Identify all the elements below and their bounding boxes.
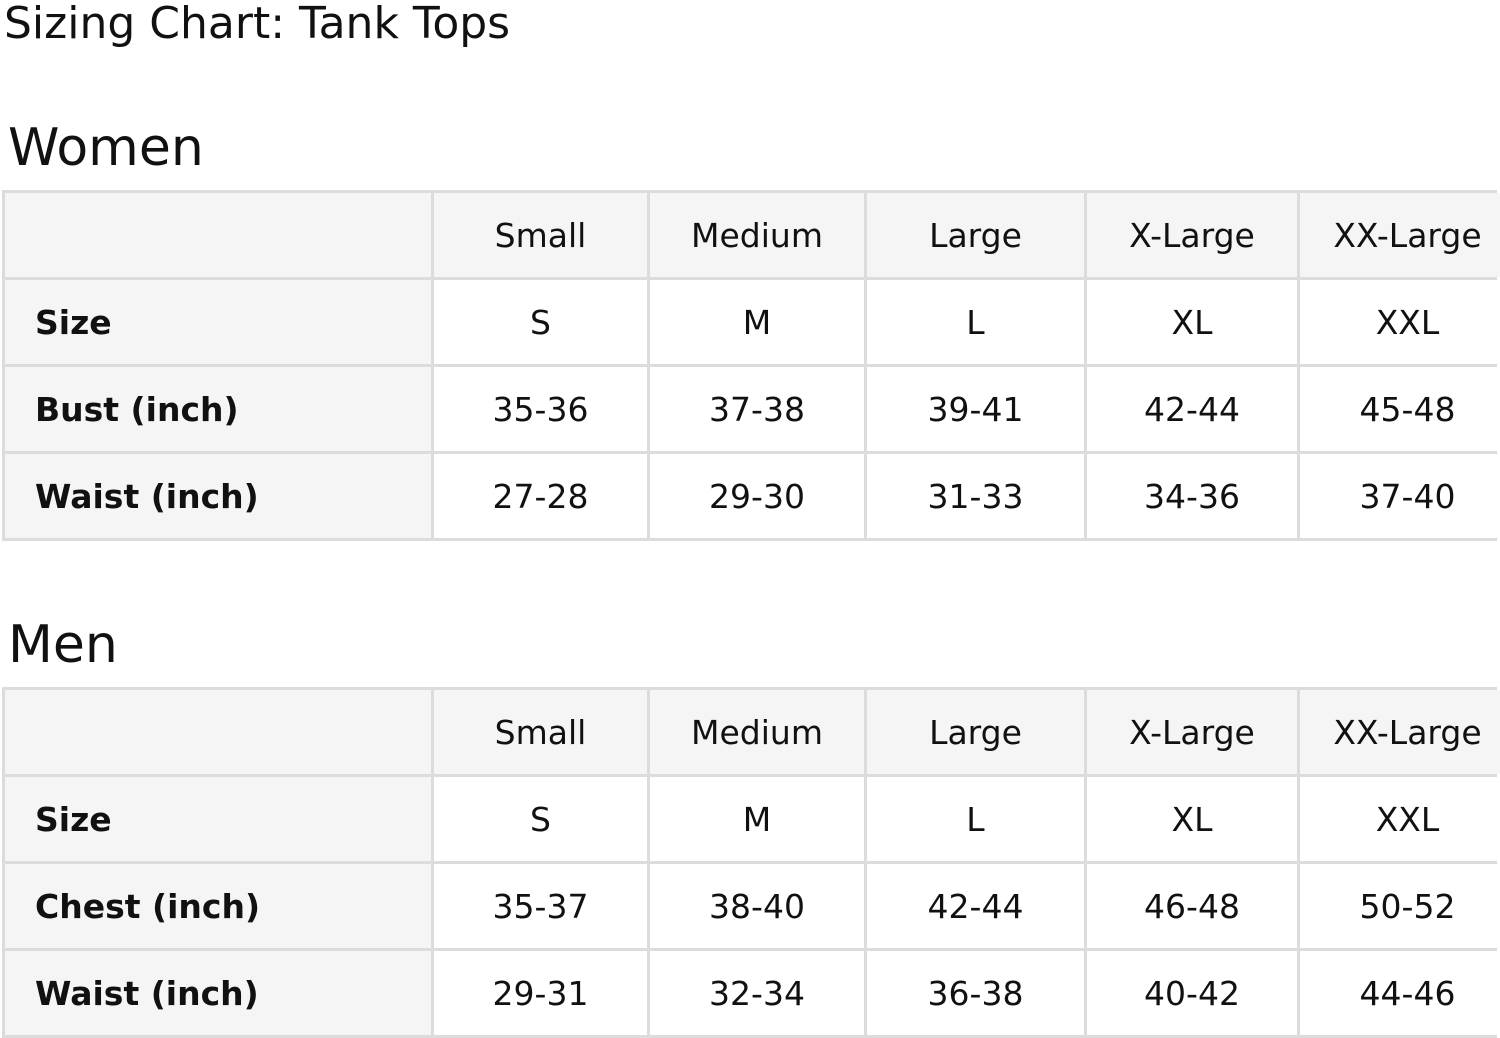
header-corner-cell	[5, 193, 431, 277]
column-header: Medium	[650, 690, 864, 774]
table-cell: XL	[1087, 777, 1297, 861]
column-header: Small	[434, 193, 647, 277]
row-label: Chest (inch)	[5, 864, 431, 948]
table-cell: 29-30	[650, 454, 864, 538]
table-cell: 42-44	[1087, 367, 1297, 451]
column-header: Large	[867, 193, 1084, 277]
column-header: Small	[434, 690, 647, 774]
row-label: Waist (inch)	[5, 951, 431, 1035]
table-cell: XL	[1087, 280, 1297, 364]
table-cell: 40-42	[1087, 951, 1297, 1035]
table-cell: XXL	[1300, 777, 1500, 861]
column-header: Medium	[650, 193, 864, 277]
table-cell: L	[867, 280, 1084, 364]
table-cell: M	[650, 280, 864, 364]
table-cell: 37-38	[650, 367, 864, 451]
column-header: XX-Large	[1300, 193, 1500, 277]
table-cell: S	[434, 280, 647, 364]
column-header: XX-Large	[1300, 690, 1500, 774]
table-cell: 39-41	[867, 367, 1084, 451]
table-cell: 32-34	[650, 951, 864, 1035]
table-cell: 38-40	[650, 864, 864, 948]
table-cell: 50-52	[1300, 864, 1500, 948]
men-size-table: Small Medium Large X-Large XX-Large Size S M L XL…	[2, 687, 1500, 1038]
table-cell: 37-40	[1300, 454, 1500, 538]
row-label: Size	[5, 280, 431, 364]
table-cell: 35-37	[434, 864, 647, 948]
table-cell: 45-48	[1300, 367, 1500, 451]
column-header: X-Large	[1087, 690, 1297, 774]
table-cell: 42-44	[867, 864, 1084, 948]
table-cell: L	[867, 777, 1084, 861]
row-label: Bust (inch)	[5, 367, 431, 451]
row-label: Size	[5, 777, 431, 861]
table-cell: S	[434, 777, 647, 861]
table-cell: 27-28	[434, 454, 647, 538]
table-cell: 44-46	[1300, 951, 1500, 1035]
women-size-table: Small Medium Large X-Large XX-Large Size S M L XL…	[2, 190, 1500, 541]
table-cell: XXL	[1300, 280, 1500, 364]
table-cell: M	[650, 777, 864, 861]
page-title: Sizing Chart: Tank Tops	[4, 0, 511, 49]
table-cell: 29-31	[434, 951, 647, 1035]
men-heading: Men	[8, 615, 118, 675]
women-heading: Women	[8, 118, 204, 178]
header-corner-cell	[5, 690, 431, 774]
table-cell: 35-36	[434, 367, 647, 451]
table-cell: 36-38	[867, 951, 1084, 1035]
row-label: Waist (inch)	[5, 454, 431, 538]
table-cell: 46-48	[1087, 864, 1297, 948]
table-cell: 34-36	[1087, 454, 1297, 538]
column-header: X-Large	[1087, 193, 1297, 277]
table-cell: 31-33	[867, 454, 1084, 538]
column-header: Large	[867, 690, 1084, 774]
